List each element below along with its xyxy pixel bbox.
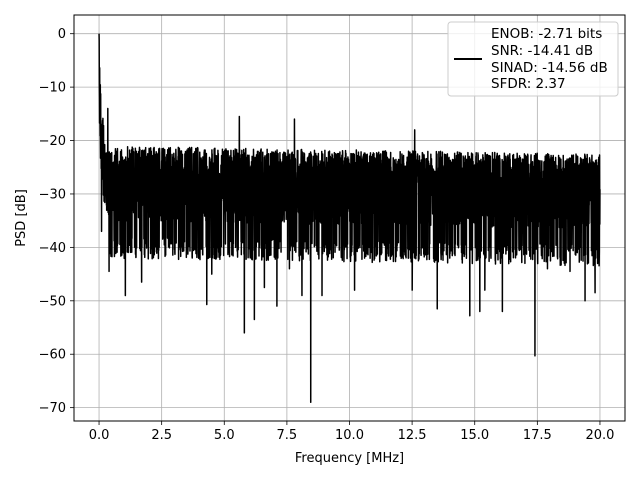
legend-entry-snr: SNR: -14.41 dB [491, 43, 593, 59]
x-tick-label: 5.0 [214, 428, 235, 443]
x-tick-label: 2.5 [151, 428, 172, 443]
x-tick-label: 0.0 [89, 428, 110, 443]
x-tick-label: 12.5 [398, 428, 427, 443]
psd-series-line [98, 33, 601, 404]
legend-entry-sfdr: SFDR: 2.37 [491, 76, 566, 92]
x-tick-label: 10.0 [335, 428, 364, 443]
legend-box [447, 21, 619, 97]
y-tick-label: −30 [39, 187, 66, 202]
y-axis-ticks: 0 −10 −20 −30 −40 −50 −60 −70 [39, 27, 74, 416]
y-axis-label: PSD [dB] [14, 189, 29, 247]
plot-area [98, 33, 601, 404]
x-tick-label: 15.0 [460, 428, 489, 443]
legend: ENOB: -2.71 bits SNR: -14.41 dB SINAD: -… [447, 21, 619, 97]
x-tick-label: 20.0 [585, 428, 614, 443]
x-axis-label: Frequency [MHz] [295, 451, 404, 466]
legend-entry-enob: ENOB: -2.71 bits [491, 26, 602, 42]
x-axis-ticks: 0.0 2.5 5.0 7.5 10.0 12.5 15.0 17.5 20.0 [89, 421, 614, 443]
y-tick-label: −40 [39, 241, 66, 256]
legend-entry-sinad: SINAD: -14.56 dB [491, 60, 608, 76]
x-tick-label: 17.5 [523, 428, 552, 443]
y-tick-label: −20 [39, 134, 66, 149]
x-tick-label: 7.5 [277, 428, 298, 443]
y-tick-label: −70 [39, 401, 66, 416]
y-tick-label: −10 [39, 81, 66, 96]
y-tick-label: 0 [58, 27, 66, 42]
y-tick-label: −50 [39, 294, 66, 309]
y-tick-label: −60 [39, 348, 66, 363]
